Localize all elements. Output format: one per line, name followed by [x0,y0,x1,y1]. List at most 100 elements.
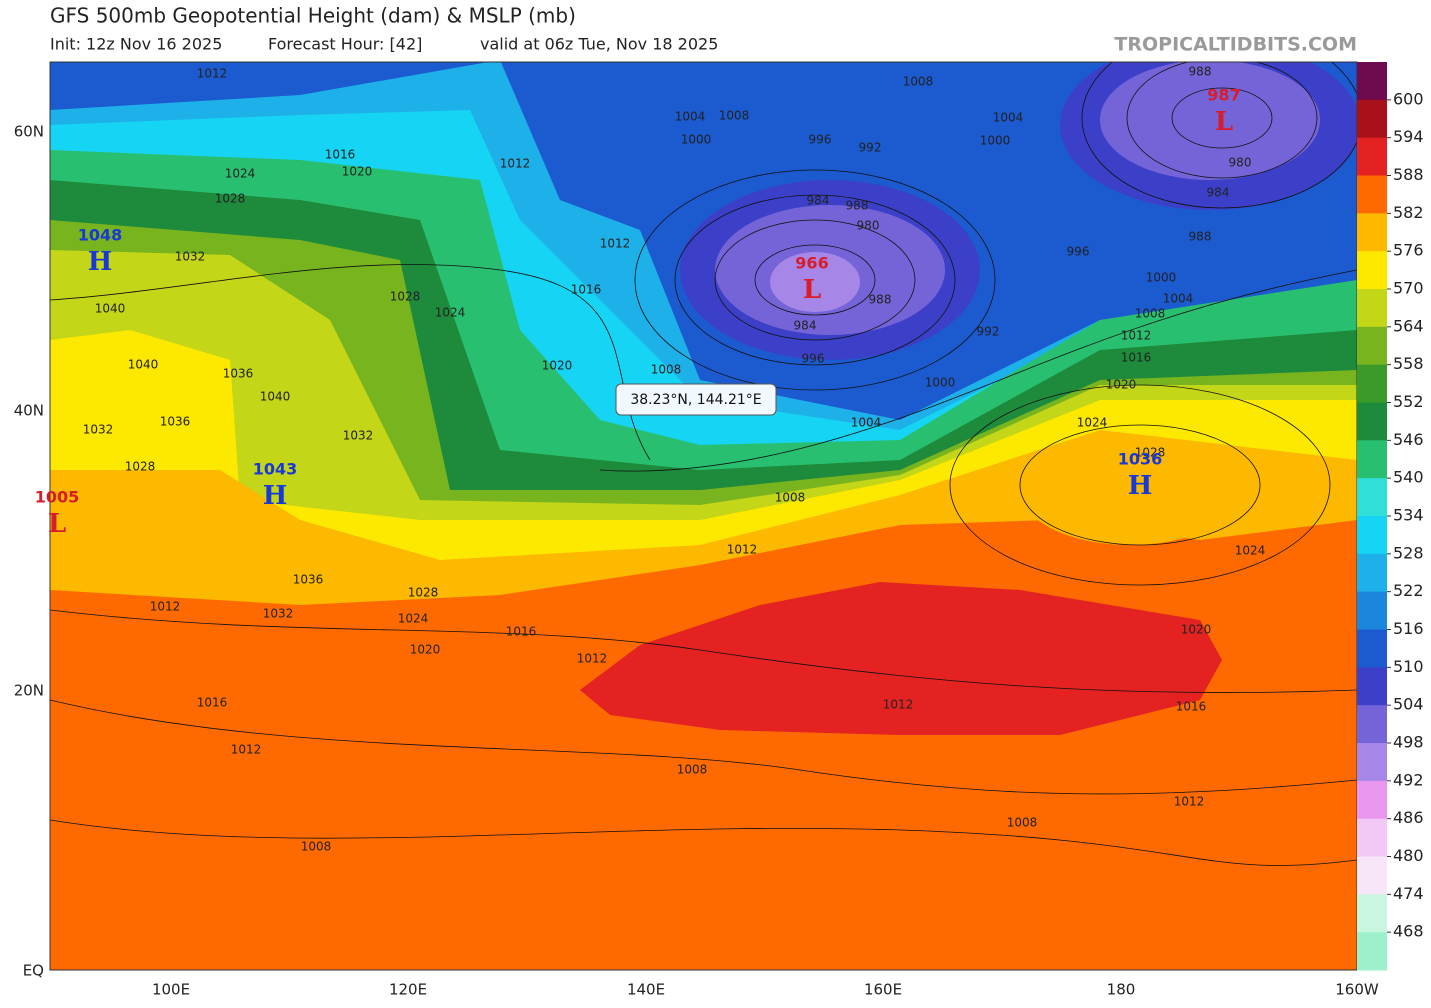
isobar-label: 1000 [925,376,956,390]
lat-label: 20N [14,682,44,700]
lat-label: 60N [14,123,44,141]
colorbar-label: 594 [1393,127,1424,146]
isobar-label: 1028 [408,586,439,600]
isobar-label: 988 [1189,65,1212,79]
colorbar-swatch [1357,62,1387,101]
center-letter: H [88,247,113,277]
colorbar-swatch [1357,591,1387,630]
isobar-label: 1012 [600,237,631,251]
colorbar-swatch [1357,478,1387,517]
colorbar-swatch [1357,175,1387,214]
isobar-label: 1028 [1135,446,1166,460]
isobar-label: 988 [1189,230,1212,244]
isobar-label: 1000 [1146,271,1177,285]
isobar-label: 1040 [128,358,159,372]
title: GFS 500mb Geopotential Height (dam) & MS… [50,4,576,28]
isobar-label: 1004 [675,110,706,124]
colorbar-swatch [1357,894,1387,933]
isobar-label: 1008 [651,363,682,377]
isobar-label: 984 [794,319,817,333]
colorbar: 600 594 588 582 576 570 564 558 552 546 540 534 528 5… [1357,62,1424,971]
colorbar-label: 516 [1393,619,1424,638]
isobar-label: 1020 [542,359,573,373]
isobar-label: 1012 [1121,329,1152,343]
colorbar-swatch [1357,402,1387,441]
isobar-label: 1028 [390,290,421,304]
colorbar-swatch [1357,667,1387,706]
isobar-label: 1016 [571,283,602,297]
center-value: 966 [795,254,828,273]
colorbar-label: 600 [1393,89,1424,108]
colorbar-label: 588 [1393,165,1424,184]
isobar-label: 1004 [851,416,882,430]
init: Init: 12z Nov 16 2025 [50,35,222,54]
isobar-label: 1008 [903,75,934,89]
isobar-label: 992 [859,141,882,155]
center-value: 1043 [253,460,298,479]
colorbar-label: 576 [1393,241,1424,260]
isobar-label: 988 [846,199,869,213]
colorbar-label: 474 [1393,884,1424,903]
map-labels: 60N 40N 20N EQ 100E 120E 140E 160E 180 160W 1012 10… [14,65,1379,999]
colorbar-label: 486 [1393,808,1424,827]
center-letter: L [48,509,66,539]
lon-label: 160W [1335,981,1379,999]
isobar-label: 1020 [1106,378,1137,392]
isobar-label: 1016 [197,696,228,710]
isobar-label: 1008 [301,840,332,854]
isobar-label: 1024 [1077,416,1108,430]
forecast-hour: Forecast Hour: [42] [268,35,422,54]
colorbar-swatch [1357,629,1387,668]
colorbar-label: 498 [1393,733,1424,752]
isobar-label: 1004 [993,111,1024,125]
isobar-label: 1008 [719,109,750,123]
tooltip: 38.23°N, 144.21°E [630,392,761,408]
colorbar-swatch [1357,856,1387,895]
colorbar-label: 570 [1393,279,1424,298]
isobar-label: 1012 [1174,795,1205,809]
isobar-label: 1012 [883,698,914,712]
colorbar-swatch [1357,364,1387,403]
lat-label: EQ [23,962,44,980]
lon-label: 160E [864,981,902,999]
colorbar-label: 552 [1393,392,1424,411]
colorbar-label: 534 [1393,506,1424,525]
colorbar-swatch [1357,818,1387,857]
isobar-label: 1036 [223,367,254,381]
colorbar-label: 540 [1393,468,1424,487]
center-value: 1036 [1118,450,1163,469]
isobar-label: 1016 [1176,700,1207,714]
isobar-label: 1028 [215,192,246,206]
colorbar-swatch [1357,213,1387,252]
isobar-label: 1036 [160,415,191,429]
colorbar-label: 582 [1393,203,1424,222]
isobar-label: 1020 [1181,623,1212,637]
isobar-label: 1008 [775,491,806,505]
isobar-label: 980 [857,219,880,233]
isobar-label: 1028 [125,460,156,474]
isobar-label: 1020 [342,165,373,179]
isobar-label: 1020 [410,643,441,657]
colorbar-label: 492 [1393,770,1424,789]
isobar-label: 1024 [435,306,466,320]
isobar-label: 1024 [225,167,256,181]
isobar-label: 1012 [727,543,758,557]
center-value: 987 [1207,86,1240,105]
colorbar-swatch [1357,289,1387,328]
colorbar-swatch [1357,137,1387,176]
isobar-label: 992 [977,325,1000,339]
isobar-label: 1012 [150,600,181,614]
isobar-label: 1012 [231,743,262,757]
brand: TROPICALTIDBITS.COM [1114,34,1357,56]
colorbar-swatch [1357,99,1387,139]
center-value: 1048 [78,226,123,245]
isobar-label: 1024 [398,612,429,626]
colorbar-label: 558 [1393,354,1424,373]
isobar-label: 1040 [260,390,291,404]
isobar-label: 1008 [1135,307,1166,321]
map-fill [50,62,1357,970]
lon-label: 180 [1107,981,1136,999]
isobar-label: 984 [1207,186,1230,200]
isobar-label: 988 [869,293,892,307]
